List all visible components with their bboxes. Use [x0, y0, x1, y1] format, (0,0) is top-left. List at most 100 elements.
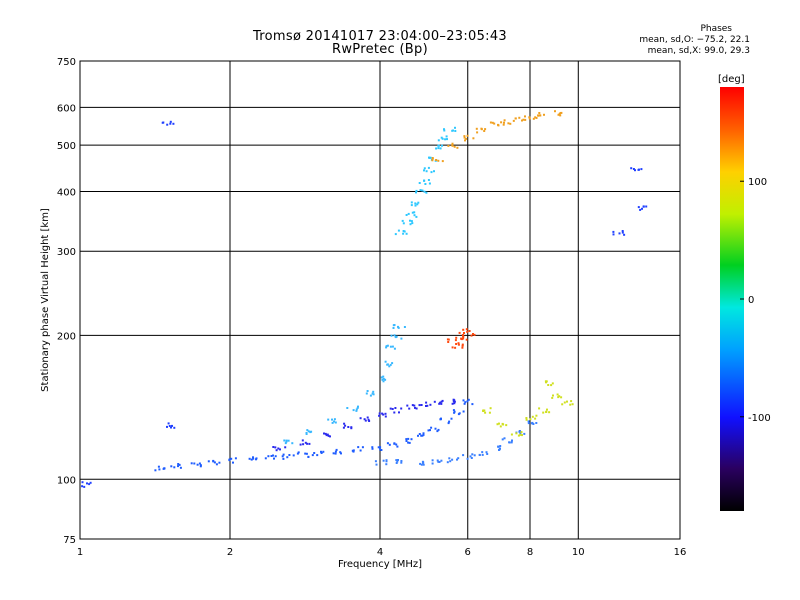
scatter-point [281, 455, 284, 458]
scatter-point [542, 411, 545, 414]
scatter-point [623, 233, 626, 236]
scatter-point [472, 137, 475, 140]
scatter-point [632, 168, 635, 170]
scatter-point [307, 455, 310, 458]
scatter-point [535, 414, 538, 417]
scatter-point [380, 449, 383, 451]
scatter-point [423, 190, 426, 193]
scatter-point [384, 412, 387, 415]
scatter-point [463, 135, 466, 138]
scatter-point [346, 407, 349, 409]
scatter-point [451, 402, 454, 405]
scatter-point [509, 122, 512, 125]
scatter-point [297, 451, 300, 454]
scatter-point [437, 139, 440, 142]
scatter-point [166, 425, 168, 428]
scatter-point [395, 462, 398, 464]
scatter-point [402, 232, 405, 235]
scatter-point [291, 442, 294, 445]
scatter-point [405, 440, 408, 442]
scatter-point [466, 457, 469, 460]
scatter-point [394, 407, 397, 409]
scatter-point [457, 457, 460, 460]
scatter-point [252, 456, 254, 459]
scatter-point [230, 457, 233, 460]
scatter-point [366, 416, 369, 419]
scatter-point [296, 452, 299, 455]
scatter-point [517, 434, 520, 437]
scatter-point [393, 442, 396, 445]
scatter-point [448, 457, 451, 460]
scatter-point [286, 456, 289, 459]
scatter-point [445, 135, 448, 138]
scatter-point [556, 393, 559, 396]
scatter-point [267, 455, 270, 458]
scatter-point [476, 131, 479, 134]
scatter-point [570, 400, 573, 403]
scatter-point [356, 406, 359, 409]
scatter-point [395, 459, 398, 462]
scatter-point [403, 326, 406, 328]
scatter-point [255, 458, 257, 461]
scatter-point [301, 439, 304, 442]
scatter-point [272, 446, 275, 448]
scatter-point [507, 122, 510, 125]
scatter-point [550, 384, 553, 387]
x-tick-label: 10 [572, 547, 585, 558]
scatter-point [612, 230, 615, 233]
y-tick-label: 100 [57, 475, 76, 486]
scatter-point [521, 434, 523, 437]
scatter-point [313, 452, 316, 454]
scatter-point [283, 439, 286, 442]
scatter-point [421, 460, 424, 463]
scatter-point [394, 336, 397, 338]
scatter-point [436, 459, 439, 462]
colorbar-tick-label: 100 [748, 177, 767, 188]
scatter-point [391, 345, 394, 348]
scatter-point [168, 425, 171, 427]
scatter-point [430, 171, 433, 174]
scatter-point [502, 123, 505, 126]
scatter-point [410, 220, 413, 223]
scatter-point [530, 422, 533, 425]
scatter-point [409, 223, 412, 226]
scatter-point [465, 137, 468, 140]
scatter-point [458, 412, 461, 415]
scatter-point [385, 345, 388, 348]
scatter-point [396, 445, 399, 448]
scatter-point [453, 410, 456, 413]
scatter-point [398, 411, 400, 414]
scatter-point [522, 118, 525, 121]
scatter-point [331, 421, 334, 424]
scatter-point [498, 422, 500, 425]
scatter-point [279, 448, 281, 451]
scatter-point [285, 440, 288, 443]
scatter-point [207, 460, 210, 463]
colorbar-ticks: 100 0 -100 [740, 177, 771, 424]
scatter-point [384, 378, 387, 381]
scatter-point [413, 211, 416, 214]
scatter-point [299, 443, 302, 446]
scatter-point [621, 231, 624, 234]
scatter-point [440, 400, 443, 403]
scatter-point [388, 365, 391, 368]
scatter-point [448, 420, 451, 423]
scatter-point [519, 433, 522, 436]
scatter-point [436, 430, 439, 433]
scatter-point [422, 432, 425, 435]
y-tick-label: 75 [63, 535, 76, 546]
scatter-point [460, 337, 463, 340]
scatter-point [437, 460, 440, 463]
scatter-point [173, 466, 176, 469]
scatter-point [282, 453, 285, 456]
scatter-point [407, 441, 410, 444]
scatter-point [350, 426, 353, 429]
x-tick-label: 4 [377, 547, 383, 558]
scatter-point [169, 122, 172, 125]
scatter-point [363, 418, 366, 421]
scatter-point [473, 454, 476, 457]
scatter-point [428, 156, 431, 159]
scatter-point [402, 222, 405, 225]
scatter-point [173, 426, 176, 429]
scatter-point [503, 121, 505, 124]
